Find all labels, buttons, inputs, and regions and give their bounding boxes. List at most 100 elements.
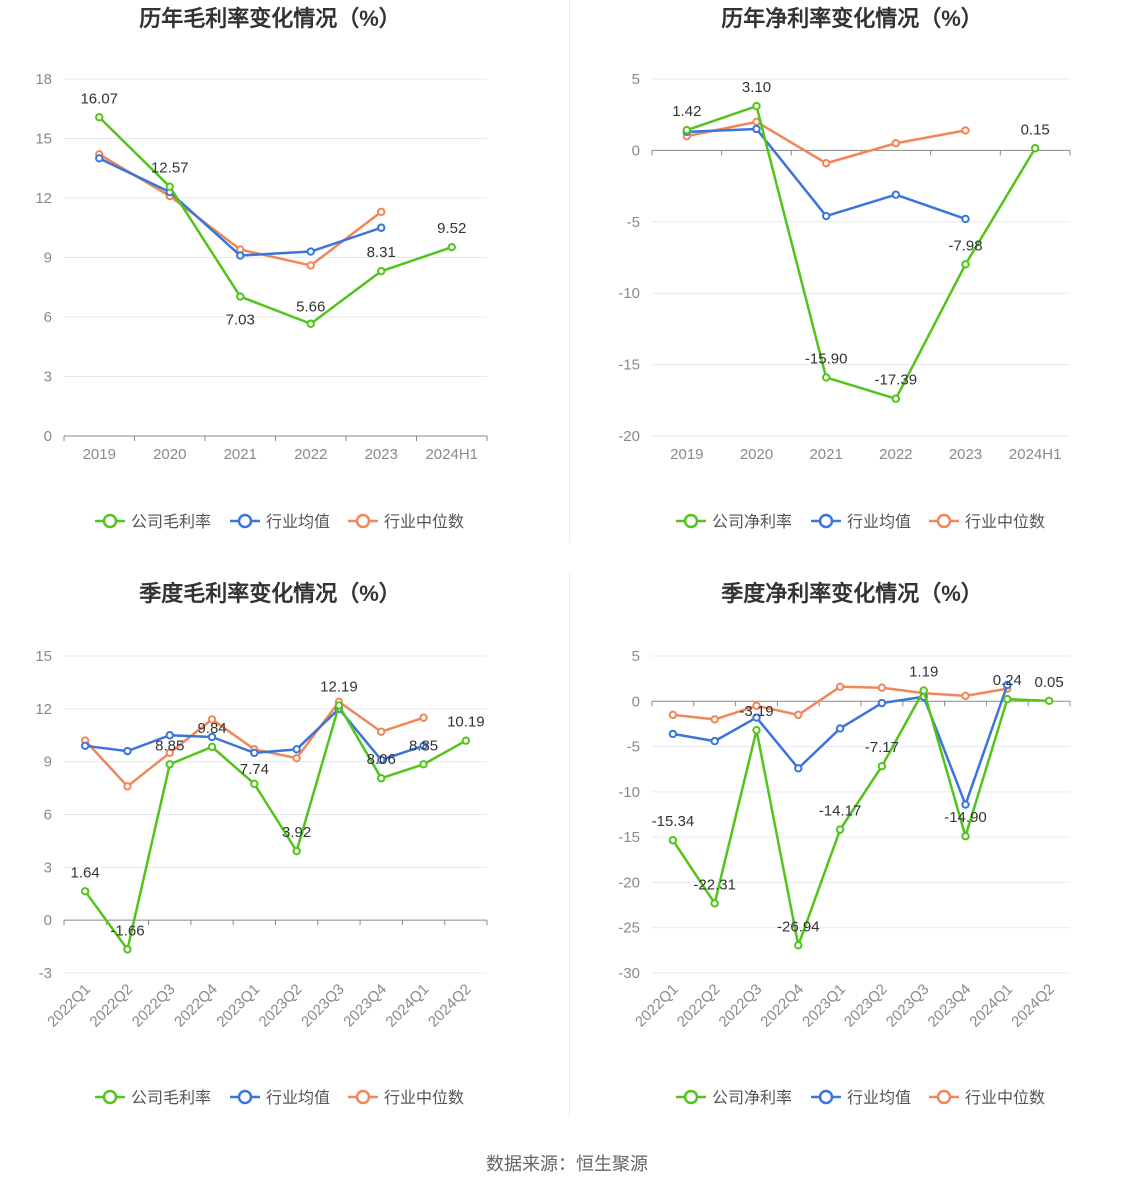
data-point-company <box>821 373 831 382</box>
data-point-company <box>1030 144 1040 153</box>
y-tick-label: -15 <box>618 829 640 846</box>
legend-item-avg: 行业均值 <box>230 513 330 531</box>
data-point-company <box>1003 694 1012 704</box>
data-label: 8.06 <box>367 751 396 768</box>
chart-panel-4: 季度净利率变化情况（%）-30-25-20-15-10-5052022Q1202… <box>618 581 1071 1107</box>
x-tick-label: 2022Q2 <box>674 981 724 1031</box>
charts-canvas: 历年毛利率变化情况（%） 0 3 6 9 12 15 18 2019 2020 2021 2022 20… <box>35 6 1071 1107</box>
legend-item-median: 行业中位数 <box>348 513 464 531</box>
y-tick-label: 9 <box>44 250 52 267</box>
data-point-company <box>668 836 678 845</box>
data-label: -7.17 <box>865 739 899 756</box>
data-point-company <box>752 725 761 735</box>
data-point-company <box>835 825 845 834</box>
legend-item-avg: 行业均值 <box>811 1089 911 1107</box>
y-tick-label: 0 <box>632 142 640 159</box>
data-point-avg <box>306 247 315 256</box>
legend-label: 行业中位数 <box>384 1089 464 1107</box>
legend-marker <box>683 1089 699 1105</box>
data-label: 10.19 <box>447 714 485 731</box>
series-line-avg <box>686 127 966 221</box>
data-point-avg <box>835 724 845 733</box>
legend: 公司毛利率 行业均值 行业中位数 <box>95 1089 464 1107</box>
legend-label: 行业均值 <box>266 513 330 531</box>
data-label: 7.74 <box>240 761 269 778</box>
data-label: -1.66 <box>110 922 144 939</box>
y-tick-label: 3 <box>44 369 52 386</box>
legend-label: 行业均值 <box>847 1089 911 1107</box>
data-label: 0.05 <box>1034 674 1063 691</box>
legend-item-company: 公司毛利率 <box>95 1089 211 1107</box>
y-tick-label: 18 <box>35 71 52 88</box>
data-point-median <box>752 701 761 711</box>
y-tick-label: -3 <box>39 965 52 982</box>
series-line-company <box>671 689 1050 947</box>
data-label: 8.85 <box>409 737 438 754</box>
legend-label: 公司净利率 <box>712 513 792 531</box>
x-tick-label: 2023Q3 <box>298 981 348 1031</box>
legend-item-median: 行业中位数 <box>929 513 1045 531</box>
chart-panel-3: 季度毛利率变化情况（%） -3 0 3 6 9 12 15 2022Q12022Q22022Q3… <box>35 581 488 1107</box>
data-point-company <box>334 701 344 710</box>
series-line-company <box>84 704 467 951</box>
chart-title: 历年毛利率变化情况（%） <box>139 6 401 31</box>
data-point-company <box>919 686 928 695</box>
data-point-median <box>165 748 174 758</box>
legend-label: 行业均值 <box>847 513 911 531</box>
data-point-company <box>461 736 471 745</box>
legend-item-company: 公司净利率 <box>676 513 792 531</box>
data-label: 1.19 <box>909 664 938 681</box>
data-point-avg <box>123 746 132 756</box>
legend-marker <box>102 1089 118 1105</box>
vertical-divider-bottom <box>569 573 570 1118</box>
series-line-median <box>686 120 966 165</box>
data-point-avg <box>877 698 887 708</box>
data-point-avg <box>752 124 761 134</box>
data-label: 0.15 <box>1021 121 1050 138</box>
data-point-company <box>961 260 970 269</box>
series-line-company <box>98 116 453 325</box>
y-tick-label: 5 <box>632 71 640 88</box>
data-point-company <box>123 945 132 954</box>
data-point-avg <box>250 748 259 758</box>
data-point-median <box>292 753 301 763</box>
x-tick-label: 2019 <box>670 446 703 463</box>
legend-label: 公司毛利率 <box>131 513 211 531</box>
data-point-avg <box>961 800 970 809</box>
data-source-note: 数据来源：恒生聚源 <box>486 1154 648 1174</box>
data-point-median <box>961 691 970 701</box>
data-point-company <box>710 899 719 908</box>
data-point-avg <box>794 764 803 773</box>
data-label: 7.03 <box>226 312 255 329</box>
data-label: 16.07 <box>80 90 118 107</box>
data-point-median <box>821 159 831 168</box>
data-point-company <box>292 846 301 856</box>
data-point-company <box>682 125 692 135</box>
data-point-median <box>877 683 887 692</box>
data-label: -17.39 <box>875 372 918 389</box>
legend-marker <box>355 1089 371 1105</box>
legend-marker <box>818 513 834 529</box>
x-tick-label: 2024Q1 <box>966 981 1016 1031</box>
data-point-avg <box>165 731 174 740</box>
y-tick-label: -20 <box>618 874 640 891</box>
x-tick-label: 2022Q4 <box>757 981 807 1031</box>
legend-label: 行业中位数 <box>965 1089 1045 1107</box>
data-label: -22.31 <box>693 876 736 893</box>
data-point-median <box>207 715 217 724</box>
x-tick-label: 2023Q3 <box>883 981 933 1031</box>
data-point-median <box>123 782 132 791</box>
chart-panel-2: 历年净利率变化情况（%） -20 -15 -10 -5 0 5 2019 2020 2021 202… <box>618 6 1071 531</box>
data-label: 3.10 <box>742 79 771 96</box>
data-point-company <box>891 394 901 403</box>
x-tick-label: 2023 <box>365 446 398 463</box>
x-tick-label: 2023 <box>949 446 982 463</box>
series-line-avg <box>98 157 382 257</box>
legend: 公司毛利率 行业均值 行业中位数 <box>95 513 464 531</box>
data-point-avg <box>1003 680 1012 690</box>
x-tick-label: 2021 <box>224 446 257 463</box>
y-tick-label: -10 <box>618 285 640 302</box>
y-tick-label: -5 <box>627 214 640 231</box>
data-point-avg <box>80 741 90 751</box>
chart-title: 历年净利率变化情况（%） <box>721 6 983 31</box>
